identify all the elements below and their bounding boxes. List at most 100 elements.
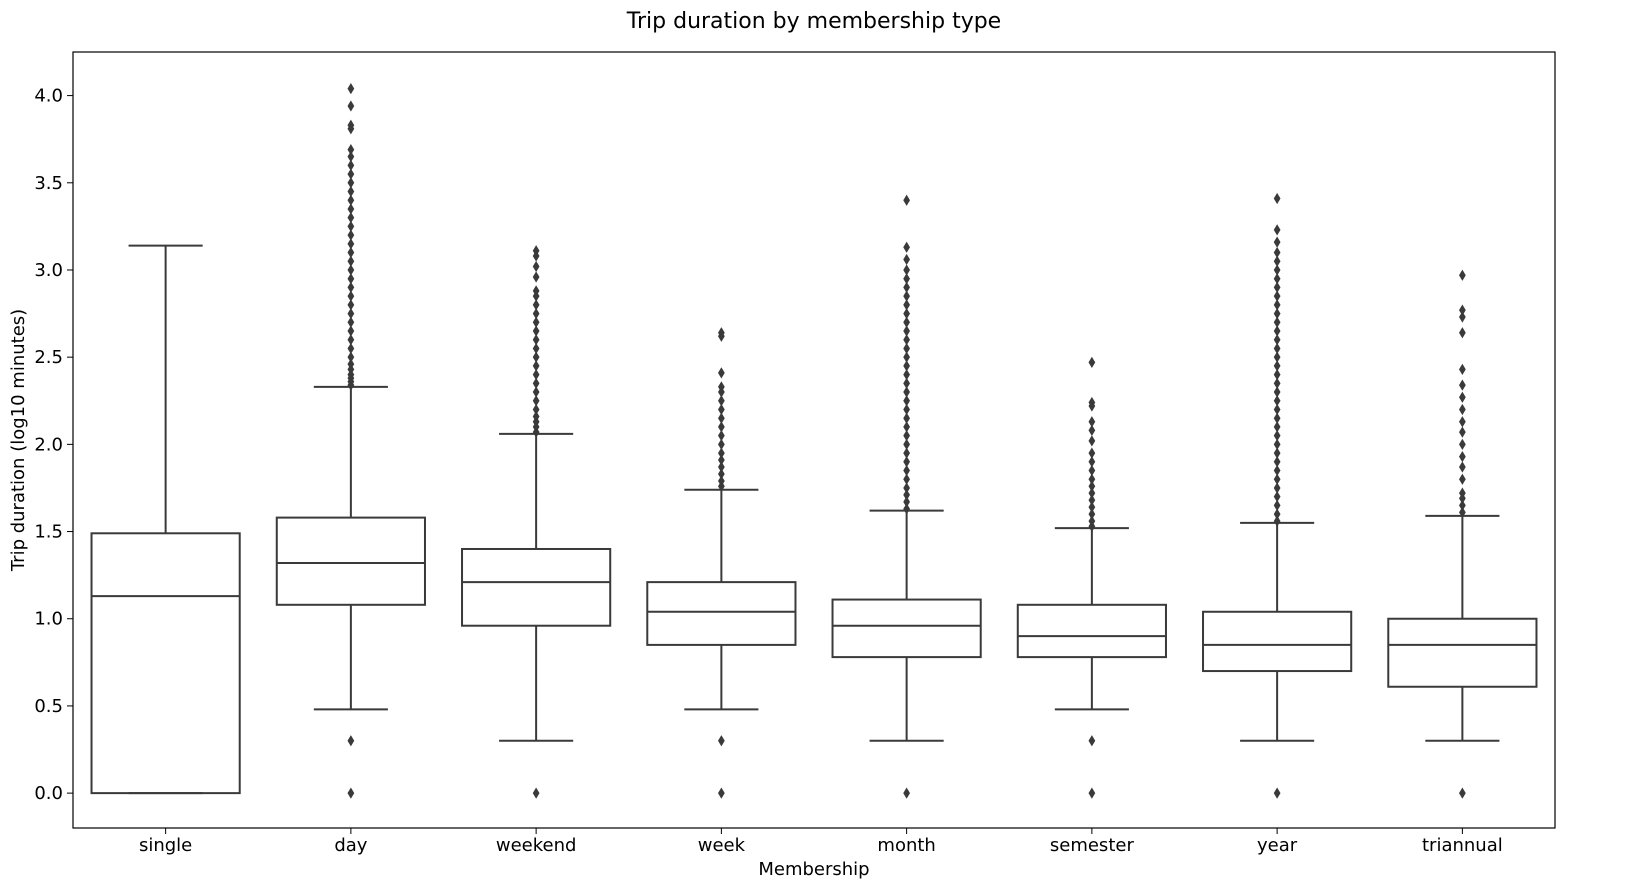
outlier-point	[1273, 273, 1281, 285]
outlier-point	[903, 281, 910, 294]
outlier-point	[718, 430, 725, 442]
outlier-point	[1459, 304, 1466, 316]
y-tick-label: 2.5	[34, 347, 63, 368]
outlier-point	[347, 299, 355, 311]
outlier-point	[1088, 435, 1096, 447]
outlier-point	[1459, 487, 1466, 499]
outlier-point	[903, 334, 910, 346]
outlier-point	[903, 264, 910, 276]
outlier-point	[1459, 450, 1466, 463]
outlier-point	[1273, 499, 1281, 512]
outlier-point	[1273, 334, 1281, 346]
outlier-point	[347, 264, 355, 276]
y-tick-label: 2.0	[34, 434, 63, 455]
outlier-point	[903, 299, 910, 311]
outlier-point	[532, 260, 540, 273]
outlier-point	[1459, 269, 1466, 281]
outlier-point	[347, 307, 355, 320]
outlier-point	[347, 177, 355, 189]
outlier-point	[903, 464, 910, 477]
outlier-point	[1273, 491, 1281, 503]
outlier-point	[347, 290, 355, 302]
box-group-weekend	[461, 245, 612, 799]
outlier-point	[1273, 192, 1281, 205]
outlier-point	[532, 325, 540, 337]
box-group-triannual	[1387, 269, 1538, 799]
outlier-point	[1273, 360, 1281, 372]
outlier-point	[718, 787, 725, 799]
outlier-point	[347, 281, 355, 294]
outlier-point	[1088, 487, 1096, 499]
axes-frame	[72, 51, 1556, 829]
outlier-point	[903, 316, 910, 328]
outlier-point	[347, 220, 355, 233]
outlier-point	[903, 273, 910, 285]
outlier-point	[532, 377, 540, 389]
outlier-point	[1273, 412, 1281, 424]
outlier-point	[718, 421, 725, 433]
outlier-point	[1273, 325, 1281, 337]
outlier-point	[347, 334, 355, 346]
outlier-point	[1273, 255, 1281, 267]
box-group-day	[275, 82, 426, 799]
outlier-point	[532, 787, 540, 799]
box-triannual	[1387, 617, 1538, 688]
outlier-point	[347, 358, 355, 370]
y-tick-label: 0.0	[34, 783, 63, 804]
outlier-point	[1273, 473, 1281, 485]
outlier-point	[1088, 396, 1096, 409]
outlier-point	[1459, 379, 1466, 391]
outlier-point	[1273, 386, 1281, 398]
outlier-point	[1088, 473, 1096, 485]
outlier-point	[1459, 461, 1466, 473]
outlier-point	[1273, 447, 1281, 459]
y-tick-label: 3.0	[34, 260, 63, 281]
outlier-point	[718, 395, 725, 407]
outlier-point	[903, 473, 910, 485]
x-tick-label: semester	[1050, 835, 1135, 856]
outlier-point	[1273, 787, 1281, 799]
box-day	[275, 516, 426, 606]
outlier-point	[1273, 299, 1281, 311]
outlier-point	[903, 482, 910, 494]
outlier-point	[347, 144, 355, 156]
outlier-point	[1088, 424, 1096, 437]
outlier-point	[1459, 438, 1466, 450]
x-tick-label: year	[1257, 835, 1298, 856]
outlier-point	[718, 367, 725, 379]
x-tick-label: single	[139, 835, 192, 856]
x-tick-label: triannual	[1422, 835, 1503, 856]
outlier-point	[347, 159, 355, 171]
outlier-point	[1088, 787, 1096, 799]
outlier-point	[1273, 307, 1281, 320]
outlier-point	[718, 454, 725, 466]
box-group-month	[831, 194, 982, 799]
box-group-semester	[1016, 356, 1167, 799]
outlier-point	[1273, 456, 1281, 468]
y-tick-label: 3.5	[34, 173, 63, 194]
outlier-point	[347, 185, 355, 198]
outlier-point	[1088, 501, 1096, 513]
outlier-point	[1273, 281, 1281, 294]
outlier-point	[532, 271, 540, 283]
outlier-point	[1459, 416, 1466, 428]
outlier-point	[347, 82, 355, 95]
outlier-point	[903, 447, 910, 459]
x-tick-label: day	[334, 835, 367, 856]
x-axis-label: Membership	[758, 859, 869, 880]
outlier-point	[1459, 363, 1466, 376]
outlier-point	[532, 316, 540, 328]
outlier-point	[1273, 351, 1281, 363]
outlier-point	[903, 456, 910, 468]
outlier-point	[1459, 391, 1466, 403]
outlier-point	[718, 327, 725, 339]
x-tick-label: week	[698, 835, 746, 856]
outlier-point	[532, 351, 540, 363]
outlier-point	[532, 299, 540, 311]
outlier-point	[1273, 246, 1281, 259]
x-tick-label: weekend	[496, 835, 577, 856]
outlier-point	[532, 285, 540, 297]
outlier-point	[1088, 480, 1096, 492]
box-semester	[1016, 603, 1167, 659]
